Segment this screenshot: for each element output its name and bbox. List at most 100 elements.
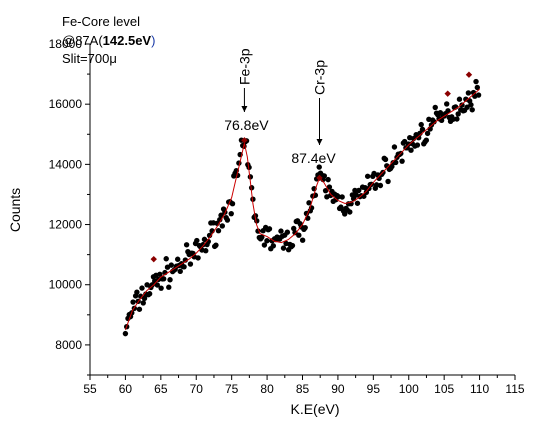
data-point xyxy=(215,227,222,234)
data-point xyxy=(270,243,277,249)
data-point xyxy=(213,242,219,248)
y-axis-title: Counts xyxy=(7,188,23,232)
data-point xyxy=(157,271,163,277)
data-point xyxy=(248,185,255,191)
data-point xyxy=(182,257,189,263)
data-point xyxy=(224,217,231,223)
fit-line xyxy=(124,88,480,331)
data-point xyxy=(284,229,291,235)
data-point xyxy=(465,90,472,96)
data-point xyxy=(399,158,405,164)
data-point xyxy=(177,268,183,275)
data-point xyxy=(160,276,167,282)
data-point xyxy=(218,212,224,218)
data-point xyxy=(195,255,201,261)
data-point xyxy=(473,78,479,85)
data-point xyxy=(158,285,164,291)
plot-frame xyxy=(89,44,515,376)
data-point xyxy=(261,242,268,248)
data-point xyxy=(445,108,451,114)
data-point xyxy=(385,178,391,185)
cr-3p-energy-label: 87.4eV xyxy=(291,150,336,166)
data-point xyxy=(322,187,329,194)
data-point xyxy=(464,104,470,110)
data-point xyxy=(455,111,461,117)
measurement-info: Fe-Core level @87A(142.5eV) Slit=700μ xyxy=(62,14,155,66)
data-point xyxy=(247,174,254,180)
data-point xyxy=(326,184,333,190)
data-point xyxy=(393,159,399,166)
data-point xyxy=(259,234,265,240)
highlight-point xyxy=(241,137,248,144)
x-tick-label: 90 xyxy=(331,382,345,396)
y-tick-label: 8000 xyxy=(55,338,82,352)
data-point xyxy=(363,189,370,196)
data-point xyxy=(391,144,398,150)
data-point xyxy=(278,228,284,234)
data-point xyxy=(183,242,190,248)
data-point xyxy=(266,226,273,232)
data-point xyxy=(456,96,463,102)
data-point xyxy=(219,223,226,229)
y-tick-label: 16000 xyxy=(49,97,83,111)
x-tick-label: 115 xyxy=(505,382,524,396)
data-point xyxy=(321,173,328,179)
info-line-2-energy: 142.5eV xyxy=(103,33,152,48)
info-line-1: Fe-Core level xyxy=(62,14,140,29)
data-point xyxy=(401,138,408,145)
data-point xyxy=(280,245,287,251)
data-point xyxy=(377,182,384,189)
fit-line-group xyxy=(124,88,480,331)
data-point xyxy=(206,232,213,239)
data-point xyxy=(364,173,371,179)
axis-tick-labels: 55 60 65 70 75 80 85 90 95 100 105 110 115 8000 10000 1… xyxy=(49,37,525,396)
data-points xyxy=(122,78,482,337)
data-point xyxy=(140,300,146,306)
x-tick-label: 80 xyxy=(260,382,274,396)
highlight-point xyxy=(465,71,473,78)
data-point xyxy=(296,232,302,238)
highlight-point xyxy=(444,90,451,97)
data-point xyxy=(354,200,361,206)
x-axis-title: K.E(eV) xyxy=(290,401,339,417)
data-point xyxy=(450,116,456,122)
data-point xyxy=(136,306,143,312)
y-tick-label: 14000 xyxy=(49,157,83,171)
data-point xyxy=(154,282,160,288)
data-point xyxy=(130,299,136,305)
data-point xyxy=(250,196,256,202)
svg-text:Fe-Core level: Fe-Core level xyxy=(62,14,140,29)
fe-3p-arrow-head xyxy=(241,106,248,112)
data-point xyxy=(228,210,234,217)
data-point xyxy=(166,284,172,290)
data-point xyxy=(475,92,482,98)
data-point xyxy=(122,330,129,337)
info-line-2-suffix: ) xyxy=(151,33,155,48)
data-point xyxy=(316,164,322,170)
info-line-2-prefix: @87A( xyxy=(62,33,103,48)
data-point xyxy=(382,156,389,163)
data-point xyxy=(325,176,331,183)
fe-3p-energy-label: 76.8eV xyxy=(224,117,269,133)
data-point xyxy=(352,187,358,194)
data-point xyxy=(174,256,181,262)
fe-3p-label: Fe-3p xyxy=(236,48,252,85)
data-point xyxy=(356,187,362,194)
data-point xyxy=(414,142,421,148)
data-point xyxy=(469,107,475,113)
data-point xyxy=(141,295,148,302)
cr-3p-arrow-head xyxy=(316,139,323,145)
data-point xyxy=(347,209,353,215)
y-tick-label: 18000 xyxy=(49,37,83,51)
data-point xyxy=(203,248,209,254)
data-point xyxy=(163,256,169,262)
data-point xyxy=(418,121,424,128)
data-point xyxy=(408,147,414,153)
data-point xyxy=(167,277,173,283)
data-point xyxy=(432,104,438,111)
data-point xyxy=(459,102,465,108)
data-point xyxy=(254,218,260,224)
data-point xyxy=(339,194,345,200)
x-tick-label: 100 xyxy=(399,382,419,396)
